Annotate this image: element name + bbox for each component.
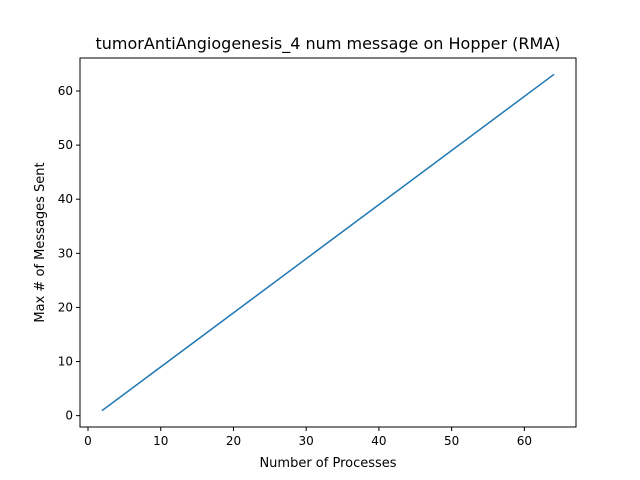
y-tick-label: 40 — [58, 192, 73, 206]
x-tick-label: 40 — [371, 434, 386, 448]
x-axis-label: Number of Processes — [259, 456, 396, 471]
x-tick-label: 10 — [153, 434, 168, 448]
axes-frame — [79, 57, 577, 428]
x-tick-label: 60 — [517, 434, 532, 448]
x-tick-label: 50 — [444, 434, 459, 448]
y-axis-label: Max # of Messages Sent — [33, 162, 48, 322]
y-tick-label: 50 — [58, 138, 73, 152]
y-axis-ticks: 0 10 20 30 40 50 60 — [58, 84, 80, 423]
y-tick-label: 60 — [58, 84, 73, 98]
y-tick-label: 30 — [58, 246, 73, 260]
y-tick-label: 10 — [58, 355, 73, 369]
x-axis-ticks: 0 10 20 30 40 50 60 — [84, 427, 532, 448]
x-tick-label: 20 — [226, 434, 241, 448]
series-line — [101, 73, 555, 412]
y-tick-label: 0 — [65, 409, 73, 423]
x-tick-label: 30 — [299, 434, 314, 448]
plot-area — [79, 57, 577, 428]
chart-title: tumorAntiAngiogenesis_4 num message on H… — [96, 34, 561, 54]
x-tick-label: 0 — [84, 434, 92, 448]
series-layer — [101, 73, 555, 412]
y-tick-label: 20 — [58, 300, 73, 314]
